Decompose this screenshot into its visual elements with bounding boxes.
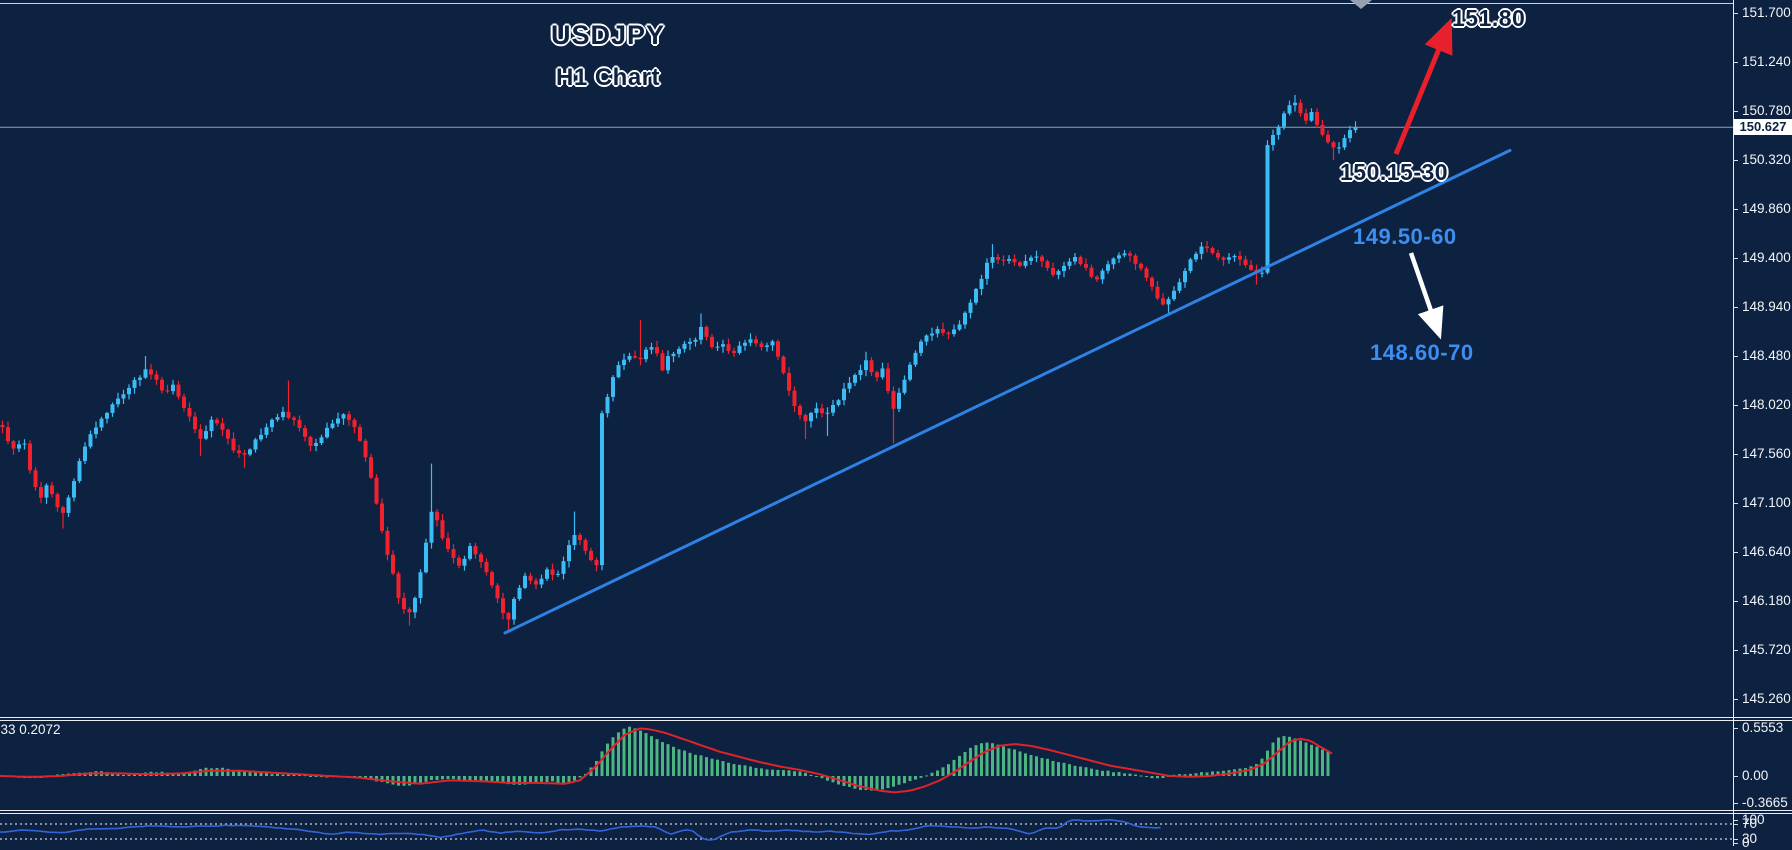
macd-tick-label: -0.3665 — [1742, 795, 1788, 810]
down-arrow-icon — [1408, 252, 1444, 340]
price-tick-label: 145.260 — [1742, 691, 1791, 706]
price-tick-label: 148.480 — [1742, 348, 1791, 363]
price-tick-label: 147.100 — [1742, 495, 1791, 510]
axis-tick — [1733, 209, 1738, 210]
axis-tick — [1733, 728, 1738, 729]
price-tick-label: 146.180 — [1742, 593, 1791, 608]
price-tick-label: 145.720 — [1742, 642, 1791, 657]
price-tick-label: 146.640 — [1742, 544, 1791, 559]
rsi-level-label: 0 — [1742, 835, 1750, 850]
axis-tick — [1733, 699, 1738, 700]
macd-histogram — [1, 726, 1330, 791]
axis-tick — [1733, 405, 1738, 406]
price-tick-label: 148.940 — [1742, 299, 1791, 314]
axis-tick — [1733, 454, 1738, 455]
axis-tick — [1733, 13, 1738, 14]
macd-tick-label: 0.00 — [1742, 768, 1769, 783]
timeframe-title: H1 Chart — [555, 64, 661, 91]
axis-tick — [1733, 776, 1738, 777]
chart-top-border — [0, 3, 1733, 4]
axis-tick — [1733, 824, 1738, 825]
axis-tick — [1733, 160, 1738, 161]
rsi-level-label: 30 — [1742, 831, 1758, 846]
axis-tick — [1733, 843, 1738, 844]
price-tick-label: 150.780 — [1742, 103, 1791, 118]
rsi-level-label: 100 — [1742, 812, 1765, 827]
candlestick-series — [0, 95, 1358, 632]
chart-shift-marker-icon — [1350, 0, 1372, 9]
price-tick-label: 149.400 — [1742, 250, 1791, 265]
axis-tick — [1733, 650, 1738, 651]
price-tick-label: 148.020 — [1742, 397, 1791, 412]
annotation-support-zone-1: 149.50-60 — [1353, 224, 1457, 249]
axis-tick — [1733, 258, 1738, 259]
axis-tick — [1733, 552, 1738, 553]
rsi-level-label: 70 — [1742, 816, 1758, 831]
rsi-line — [0, 818, 1161, 841]
axis-tick — [1733, 503, 1738, 504]
axis-tick — [1733, 803, 1738, 804]
current-price-badge: 150.627 — [1734, 119, 1792, 135]
axis-tick — [1733, 356, 1738, 357]
axis-tick — [1733, 601, 1738, 602]
pane-separator[interactable] — [0, 813, 1792, 814]
axis-tick — [1733, 111, 1738, 112]
macd-value-label: 633 0.2072 — [0, 722, 61, 737]
axis-tick — [1733, 307, 1738, 308]
annotation-target-up: 151.80 — [1452, 5, 1526, 31]
up-arrow-icon — [1393, 17, 1453, 155]
price-tick-label: 151.700 — [1742, 5, 1791, 20]
trendline — [503, 148, 1512, 635]
macd-tick-label: 0.5553 — [1742, 720, 1784, 735]
annotation-resistance-zone: 150.15-30 — [1340, 159, 1449, 185]
macd-signal-line — [0, 727, 1333, 794]
chart-title-block: USDJPY H1 Chart — [488, 20, 728, 92]
price-tick-label: 149.860 — [1742, 201, 1791, 216]
pane-separator[interactable] — [0, 810, 1792, 811]
symbol-title: USDJPY — [550, 20, 666, 50]
price-tick-label: 150.320 — [1742, 152, 1791, 167]
axis-tick — [1733, 62, 1738, 63]
price-tick-label: 147.560 — [1742, 446, 1791, 461]
pane-separator[interactable] — [0, 717, 1792, 718]
price-tick-label: 151.240 — [1742, 54, 1791, 69]
pane-separator[interactable] — [0, 720, 1792, 721]
axis-tick — [1733, 820, 1738, 821]
axis-tick — [1733, 839, 1738, 840]
price-axis-separator — [1733, 0, 1734, 846]
annotation-support-zone-2: 148.60-70 — [1370, 340, 1474, 365]
